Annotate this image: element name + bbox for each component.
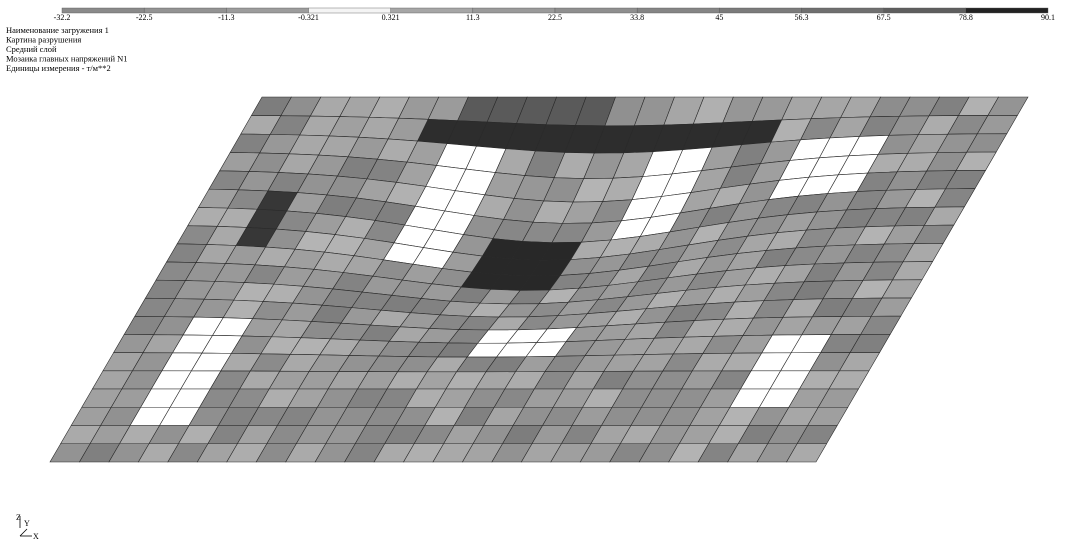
scale-label: 22.5 <box>548 13 562 22</box>
scale-segment <box>226 7 309 14</box>
scale-segment <box>883 7 967 14</box>
scale-segment <box>801 7 884 14</box>
scale-label: 45 <box>715 13 723 22</box>
color-scale: -32.2 -22.5 -11.3 -0.321 0.321 11.3 22.5 33.8 45… <box>54 7 1055 22</box>
info-line: Наименование загружения 1 <box>6 25 109 35</box>
stress-mosaic <box>49 96 1029 463</box>
scale-label: -11.3 <box>218 13 234 22</box>
axis-label: Y <box>24 519 30 528</box>
axis-label: X <box>33 532 39 541</box>
axis-label: Z <box>16 513 21 522</box>
info-line: Мозаика главных напряжений N1 <box>6 54 128 64</box>
info-line: Средний слой <box>6 44 57 54</box>
scale-segment <box>636 7 720 14</box>
scale-label: 56.3 <box>795 13 809 22</box>
scale-segment <box>719 7 802 14</box>
scale-segment <box>965 7 1049 14</box>
mesh-cell <box>786 443 828 463</box>
axis-icon: Z Y X <box>16 513 39 541</box>
scale-label: 0.321 <box>382 13 400 22</box>
scale-segment <box>472 7 556 14</box>
scale-label: 11.3 <box>466 13 480 22</box>
scale-segment <box>143 7 227 14</box>
scale-label: 78.8 <box>959 13 973 22</box>
scale-label: -22.5 <box>136 13 153 22</box>
info-line: Единицы измерения - т/м**2 <box>6 63 111 73</box>
scale-segment <box>61 7 145 14</box>
scale-label: 90.1 <box>1041 13 1055 22</box>
scale-segment <box>390 7 474 14</box>
scale-label: -32.2 <box>54 13 71 22</box>
scale-segment <box>554 7 638 14</box>
scale-label: 33.8 <box>630 13 644 22</box>
scale-segment <box>308 7 391 14</box>
scale-label: -0.321 <box>298 13 319 22</box>
scale-label: 67.5 <box>877 13 891 22</box>
info-line: Картина разрушения <box>6 35 81 45</box>
